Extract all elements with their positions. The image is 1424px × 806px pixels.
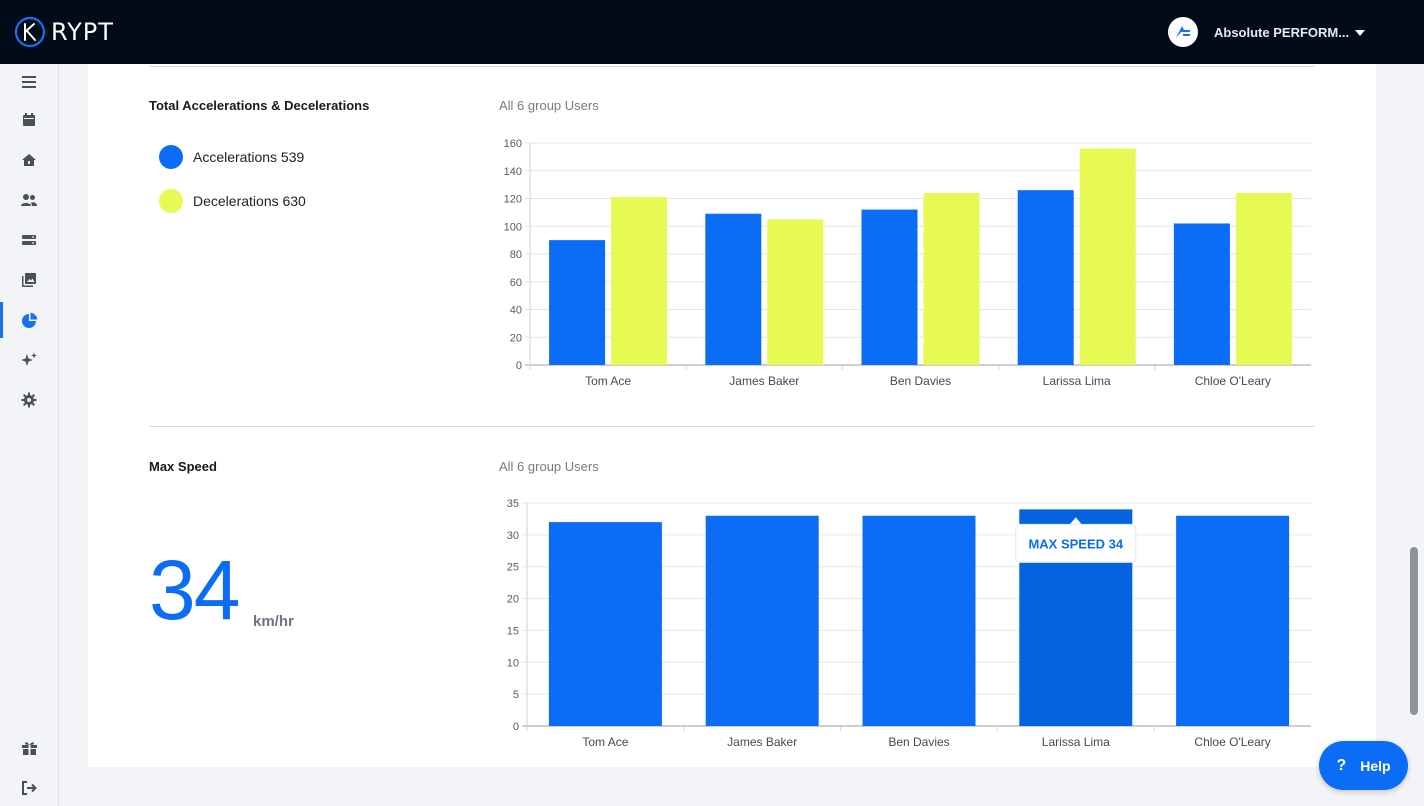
gallery-icon [22, 273, 36, 287]
section-divider [149, 66, 1315, 67]
y-tick-label: 60 [510, 277, 522, 289]
sidebar-item-logout[interactable] [0, 770, 58, 806]
help-label: Help [1360, 757, 1391, 774]
home-icon [22, 154, 36, 166]
bar-decelerations [1079, 148, 1136, 365]
bar-decelerations [767, 219, 824, 365]
sidebar [0, 64, 59, 806]
x-tick-label: Larissa Lima [1043, 374, 1111, 388]
rypt-logo-icon [14, 16, 46, 48]
org-avatar [1168, 17, 1198, 47]
speed-section-title: Max Speed [149, 459, 217, 474]
sidebar-item-storage[interactable] [0, 222, 58, 258]
calendar-icon [23, 113, 35, 126]
sidebar-item-gallery[interactable] [0, 262, 58, 298]
x-tick-label: Tom Ace [585, 374, 631, 388]
legend-decelerations: Decelerations 630 [159, 189, 306, 213]
y-tick-label: 20 [510, 332, 522, 344]
bar-accelerations [861, 209, 918, 365]
gear-icon [21, 392, 37, 408]
storage-icon [22, 235, 36, 245]
y-tick-label: 35 [507, 498, 519, 510]
bar-accelerations [1173, 223, 1230, 365]
y-tick-label: 160 [504, 138, 522, 150]
y-tick-label: 25 [507, 562, 519, 574]
bar-max-speed [862, 515, 976, 726]
tooltip-arrow [1069, 517, 1082, 525]
legend-accelerations: Accelerations 539 [159, 145, 304, 169]
max-speed-value: 34 [149, 543, 240, 637]
max-speed-tooltip: MAX SPEED 34 [1015, 517, 1137, 563]
max-speed-unit: km/hr [253, 613, 294, 630]
accel-section-title: Total Accelerations & Decelerations [149, 98, 370, 113]
x-tick-label: Chloe O'Leary [1195, 374, 1271, 388]
x-tick-label: Larissa Lima [1042, 735, 1110, 749]
bar-accelerations [1017, 190, 1074, 365]
tooltip-box [1015, 523, 1137, 563]
section-divider [149, 426, 1315, 427]
chevron-down-icon [1355, 30, 1366, 36]
y-tick-label: 5 [513, 689, 519, 701]
bar-decelerations [1235, 192, 1292, 365]
bar-decelerations [923, 192, 980, 365]
org-name: Absolute PERFORM... [1214, 24, 1350, 40]
logout-icon [21, 781, 37, 795]
y-tick-label: 0 [513, 721, 519, 733]
bar-max-speed [548, 522, 662, 726]
help-icon: ? [1336, 756, 1347, 774]
bar-accelerations [705, 213, 762, 365]
sidebar-item-ai[interactable] [0, 342, 58, 378]
sidebar-item-gifts[interactable] [0, 730, 58, 766]
scrollbar-thumb[interactable] [1410, 547, 1418, 715]
y-tick-label: 15 [507, 625, 519, 637]
x-tick-label: Chloe O'Leary [1194, 735, 1270, 749]
pie-chart-icon [21, 312, 37, 328]
sidebar-item-home[interactable] [0, 142, 58, 178]
tooltip-text: MAX SPEED 34 [1028, 536, 1123, 551]
y-tick-label: 10 [507, 657, 519, 669]
sidebar-item-settings[interactable] [0, 382, 58, 418]
accel-decel-bar-chart: 0 20 40 60 80 100 120 140 160 Tom Ace James Baker B… [504, 138, 1311, 388]
org-switcher[interactable]: Absolute PERFORM... [1168, 17, 1366, 47]
x-tick-label: James Baker [729, 374, 799, 388]
legend-label-decelerations: Decelerations 630 [193, 193, 306, 209]
bar-accelerations [549, 240, 606, 365]
sidebar-item-analytics[interactable] [0, 302, 58, 338]
sidebar-item-users[interactable] [0, 182, 58, 218]
x-tick-label: James Baker [727, 735, 797, 749]
x-tick-label: Tom Ace [582, 735, 628, 749]
app-logo[interactable]: RYPT [14, 16, 114, 48]
y-tick-label: 120 [504, 194, 522, 206]
logo-text: RYPT [51, 18, 114, 46]
accel-section-subtitle: All 6 group Users [499, 98, 599, 113]
help-button[interactable]: ? Help [1319, 741, 1408, 790]
max-speed-bar-chart: 0 5 10 15 20 25 30 35 Tom Ace James Baker Ben Davi… [507, 498, 1311, 749]
bar-decelerations [611, 197, 668, 365]
legend-label-accelerations: Accelerations 539 [193, 149, 305, 165]
x-tick-label: Ben Davies [888, 735, 949, 749]
x-tick-label: Ben Davies [890, 374, 951, 388]
users-icon [21, 194, 37, 206]
y-tick-label: 100 [504, 221, 522, 233]
y-tick-label: 20 [507, 594, 519, 606]
sparkles-icon [21, 352, 37, 366]
org-logo-icon [1176, 26, 1190, 38]
y-tick-label: 0 [516, 360, 522, 372]
top-bar: RYPT Absolute PERFORM... [0, 0, 1424, 64]
sidebar-item-menu[interactable] [0, 64, 58, 100]
y-tick-label: 80 [510, 249, 522, 261]
y-tick-label: 30 [507, 530, 519, 542]
bar-max-speed [1176, 515, 1290, 726]
sidebar-item-calendar[interactable] [0, 102, 58, 138]
legend-dot-accelerations [159, 145, 183, 169]
y-tick-label: 40 [510, 305, 522, 317]
menu-icon [22, 76, 36, 88]
y-tick-label: 140 [504, 166, 522, 178]
gift-icon [21, 742, 37, 755]
bar-max-speed [705, 515, 819, 726]
legend-dot-decelerations [159, 189, 183, 213]
speed-section-subtitle: All 6 group Users [499, 459, 599, 474]
